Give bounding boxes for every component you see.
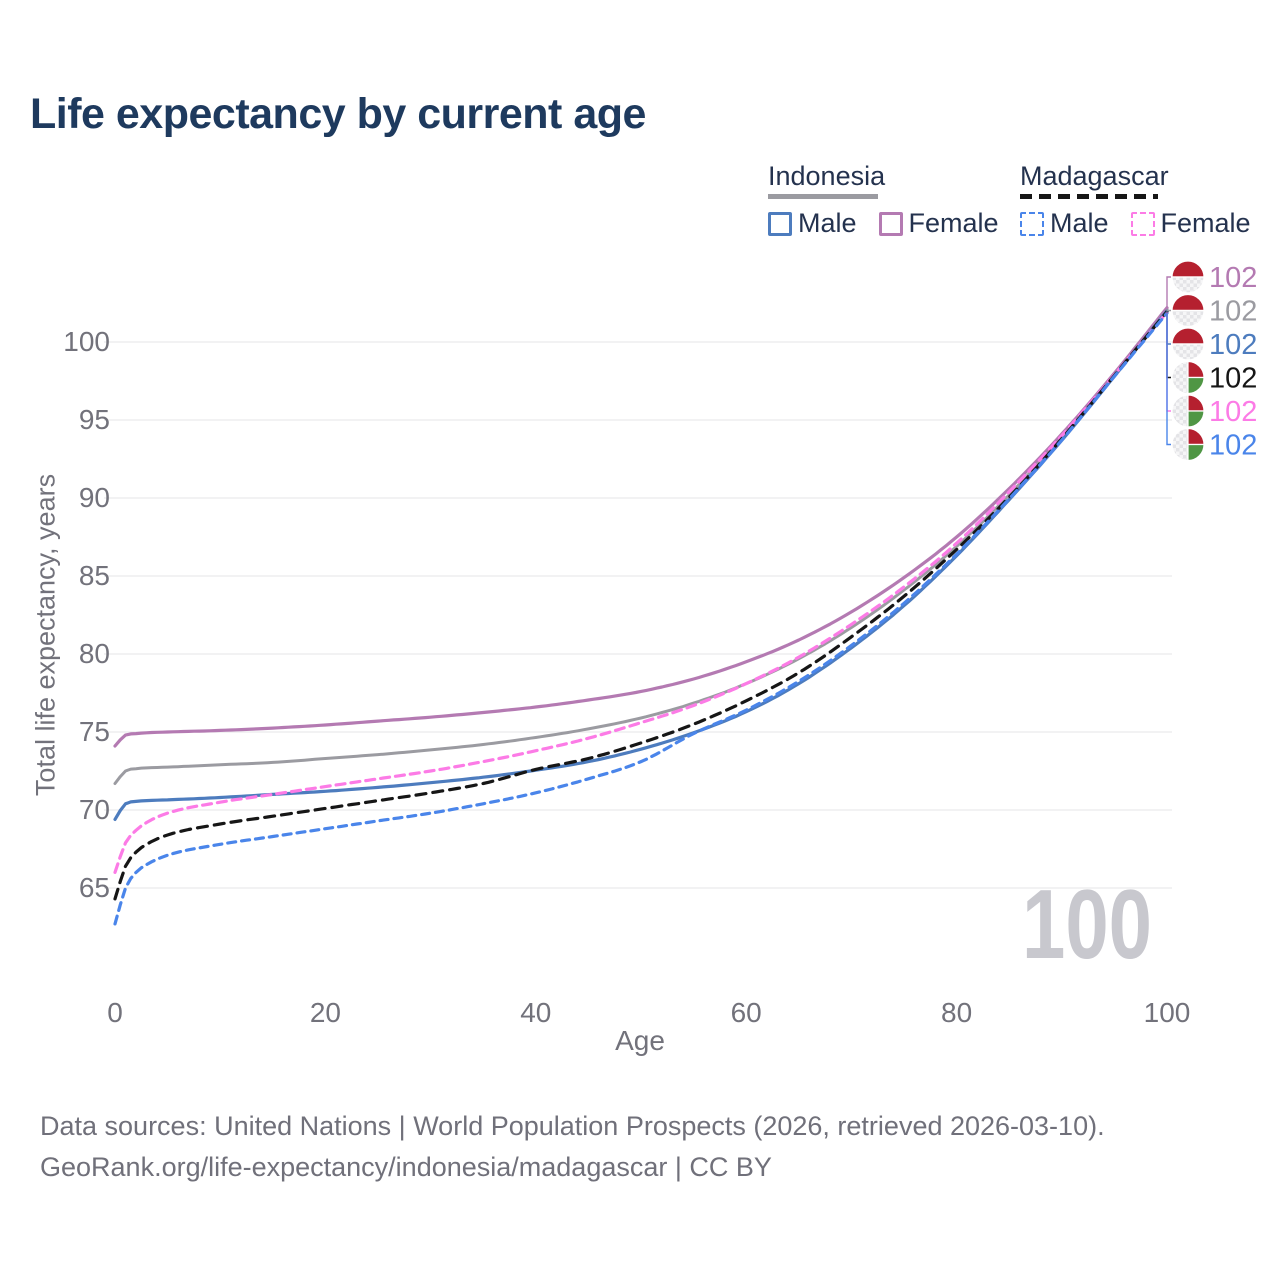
footer-data-sources: Data sources: United Nations | World Pop… [40,1111,1105,1141]
flag-segment [1171,427,1189,462]
x-tick-label: 80 [941,997,972,1028]
legend-item-indonesia-female[interactable]: Female [878,208,999,239]
legend-group-indonesia: Indonesia Male Female [768,161,999,239]
madagascar-line-swatch [1020,194,1158,199]
flag-segment [1187,394,1205,412]
end-value-label-indonesia-overall: 102 [1209,296,1257,328]
y-tick-label: 95 [79,404,110,435]
legend-item-madagascar-female[interactable]: Female [1130,208,1251,239]
series-line-indonesia-male [113,309,1169,822]
madagascar-flag-icon [1171,360,1205,395]
flag-segment [1171,327,1205,345]
flag-segment [1187,427,1205,446]
series-line-madagascar-male [113,311,1169,926]
legend-label: Female [908,208,999,238]
y-tick-label: 90 [79,482,110,513]
indonesia-female-swatch[interactable] [878,211,903,236]
madagascar-male-swatch[interactable] [1020,211,1044,236]
footer-attribution: GeoRank.org/life-expectancy/indonesia/ma… [40,1152,772,1182]
end-value-label-madagascar-overall: 102 [1209,363,1257,395]
indonesia-flag-icon [1171,293,1205,328]
flag-segment [1187,443,1205,462]
footer: Data sources: United Nations | World Pop… [40,1106,1105,1188]
legend-item-indonesia-male[interactable]: Male [768,208,857,239]
series-line-indonesia-overall [113,307,1169,785]
series-line-madagascar-overall [113,310,1169,901]
madagascar-flag-icon [1171,427,1205,462]
madagascar-flag-icon [1171,394,1205,428]
flag-segment [1187,410,1205,428]
legend-country-indonesia[interactable]: Indonesia [768,161,886,191]
legend-group-madagascar: Madagascar Male Female [1020,161,1251,239]
flag-segment [1171,394,1189,428]
madagascar-female-swatch[interactable] [1130,211,1155,236]
y-tick-label: 75 [79,716,110,747]
end-value-label-indonesia-female: 102 [1209,262,1257,294]
indonesia-line-swatch [768,194,878,199]
legend-label: Male [1050,208,1109,238]
x-tick-label: 0 [107,997,123,1028]
y-tick-label: 70 [79,794,110,825]
end-value-label-madagascar-female: 102 [1209,396,1257,428]
series-line-indonesia-female [113,306,1169,748]
y-axis-title: Total life expectancy, years [30,473,61,797]
legend-country-madagascar[interactable]: Madagascar [1020,161,1169,191]
end-label-connector-indonesia-overall [1166,309,1171,312]
end-label-connector-madagascar-male [1166,313,1171,446]
indonesia-flag-icon [1171,260,1205,294]
legend-label: Male [798,208,857,238]
indonesia-male-swatch[interactable] [768,211,792,236]
y-tick-label: 85 [79,560,110,591]
y-tick-label: 65 [79,872,110,903]
series-line-madagascar-female [113,310,1169,875]
flag-segment [1187,360,1205,379]
y-tick-label: 100 [63,326,110,357]
x-axis-title: Age [615,1025,665,1056]
legend-item-madagascar-male[interactable]: Male [1020,208,1109,239]
flag-segment [1171,293,1205,312]
end-value-label-madagascar-male: 102 [1209,430,1257,462]
legend-label: Female [1160,208,1251,238]
flag-segment [1171,360,1189,395]
indonesia-flag-icon [1171,327,1205,361]
flag-segment [1171,260,1205,278]
end-value-label-indonesia-male: 102 [1209,329,1257,361]
age-counter-watermark: 100 [1022,869,1152,979]
x-tick-label: 60 [731,997,762,1028]
end-label-connector-indonesia-female [1166,276,1171,308]
flag-segment [1171,309,1205,328]
x-tick-label: 100 [1144,997,1191,1028]
x-tick-label: 40 [520,997,551,1028]
flag-segment [1171,276,1205,294]
x-tick-label: 20 [310,997,341,1028]
flag-segment [1171,343,1205,361]
page-title: Life expectancy by current age [30,90,646,138]
y-tick-label: 80 [79,638,110,669]
flag-segment [1187,376,1205,395]
